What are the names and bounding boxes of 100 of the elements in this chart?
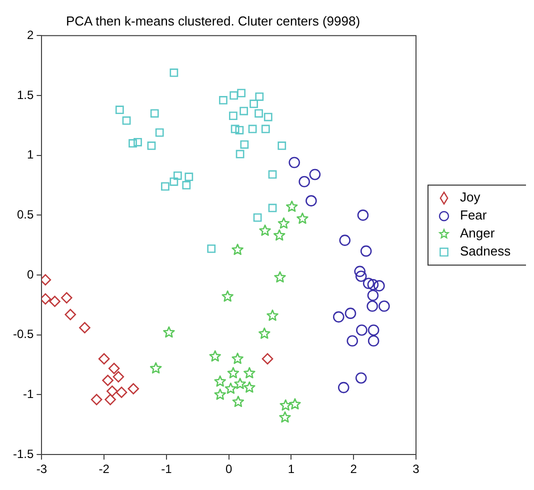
point [332, 311, 344, 323]
point [274, 271, 286, 283]
point [79, 322, 90, 334]
chart-title: PCA then k-means clustered. Cluter centers (9998) [66, 13, 360, 28]
point [266, 310, 278, 321]
point [150, 362, 162, 374]
y-tick-label: -0.5 [12, 327, 34, 342]
point [230, 91, 238, 100]
point [378, 300, 390, 312]
point [227, 367, 240, 378]
y-tick-label: 1.5 [16, 88, 34, 102]
legend-label: Fear [460, 208, 488, 223]
point [250, 100, 258, 108]
point [184, 172, 194, 182]
legend-label: Sadness [460, 244, 512, 259]
point [355, 270, 367, 282]
point [255, 92, 264, 101]
point [355, 372, 367, 384]
point [232, 244, 244, 255]
point [230, 124, 240, 134]
x-tick-label: -3 [36, 462, 48, 476]
point [273, 229, 286, 241]
point [262, 353, 274, 364]
point [150, 109, 159, 118]
point [261, 124, 270, 134]
point [357, 210, 369, 221]
point [368, 324, 380, 336]
point [214, 388, 226, 400]
point [288, 156, 300, 168]
point [259, 224, 271, 236]
point [102, 374, 114, 386]
point [232, 396, 244, 408]
point [298, 176, 310, 188]
legend-label: Anger [460, 226, 496, 241]
point [115, 106, 124, 114]
x-tick-label: -1 [161, 462, 172, 476]
point [268, 204, 277, 212]
point [161, 182, 170, 191]
point [49, 296, 60, 308]
point [258, 328, 270, 339]
point [244, 367, 256, 378]
point [163, 326, 175, 338]
point [354, 266, 366, 278]
point [306, 195, 317, 206]
x-tick-label: 2 [350, 462, 358, 476]
point [116, 386, 128, 398]
point [104, 394, 116, 406]
y-tick-label: -1 [23, 387, 34, 402]
x-tick-label: 3 [412, 462, 420, 476]
point [278, 217, 290, 229]
point [173, 171, 182, 180]
point [244, 381, 256, 393]
point [374, 280, 385, 292]
point [339, 234, 351, 246]
point [366, 300, 378, 312]
point [90, 394, 102, 406]
point [338, 382, 350, 394]
point [207, 244, 216, 253]
point [296, 212, 308, 224]
point [248, 124, 257, 134]
point [214, 375, 226, 387]
point [64, 308, 76, 320]
point [229, 112, 238, 120]
point [235, 126, 244, 134]
y-tick-label: 0 [26, 267, 34, 282]
point [346, 335, 358, 347]
point [254, 109, 263, 118]
point [240, 140, 249, 149]
point [182, 181, 191, 190]
point [368, 335, 380, 347]
point [98, 353, 110, 364]
point [122, 116, 131, 125]
point [170, 68, 178, 77]
point [236, 150, 244, 158]
point [360, 245, 372, 257]
legend-label: Joy [460, 190, 481, 205]
point [170, 177, 178, 186]
y-tick-label: 0.5 [16, 207, 34, 222]
x-tick-label: 0 [225, 462, 232, 476]
point [234, 378, 246, 390]
point [367, 290, 379, 302]
point [280, 399, 292, 411]
point [232, 352, 244, 364]
x-tick-label: -2 [98, 462, 110, 476]
point [128, 383, 140, 394]
point [240, 106, 248, 116]
y-tick-label: 1 [26, 148, 34, 162]
point [106, 386, 118, 397]
point [286, 200, 298, 212]
y-tick-label: -1.5 [12, 446, 34, 461]
point [147, 142, 156, 150]
point [219, 96, 228, 104]
point [222, 290, 234, 302]
point [279, 411, 291, 423]
point [264, 112, 272, 122]
point [155, 128, 164, 137]
point [237, 88, 246, 98]
point [108, 362, 120, 374]
point [134, 138, 142, 146]
point [112, 371, 124, 382]
